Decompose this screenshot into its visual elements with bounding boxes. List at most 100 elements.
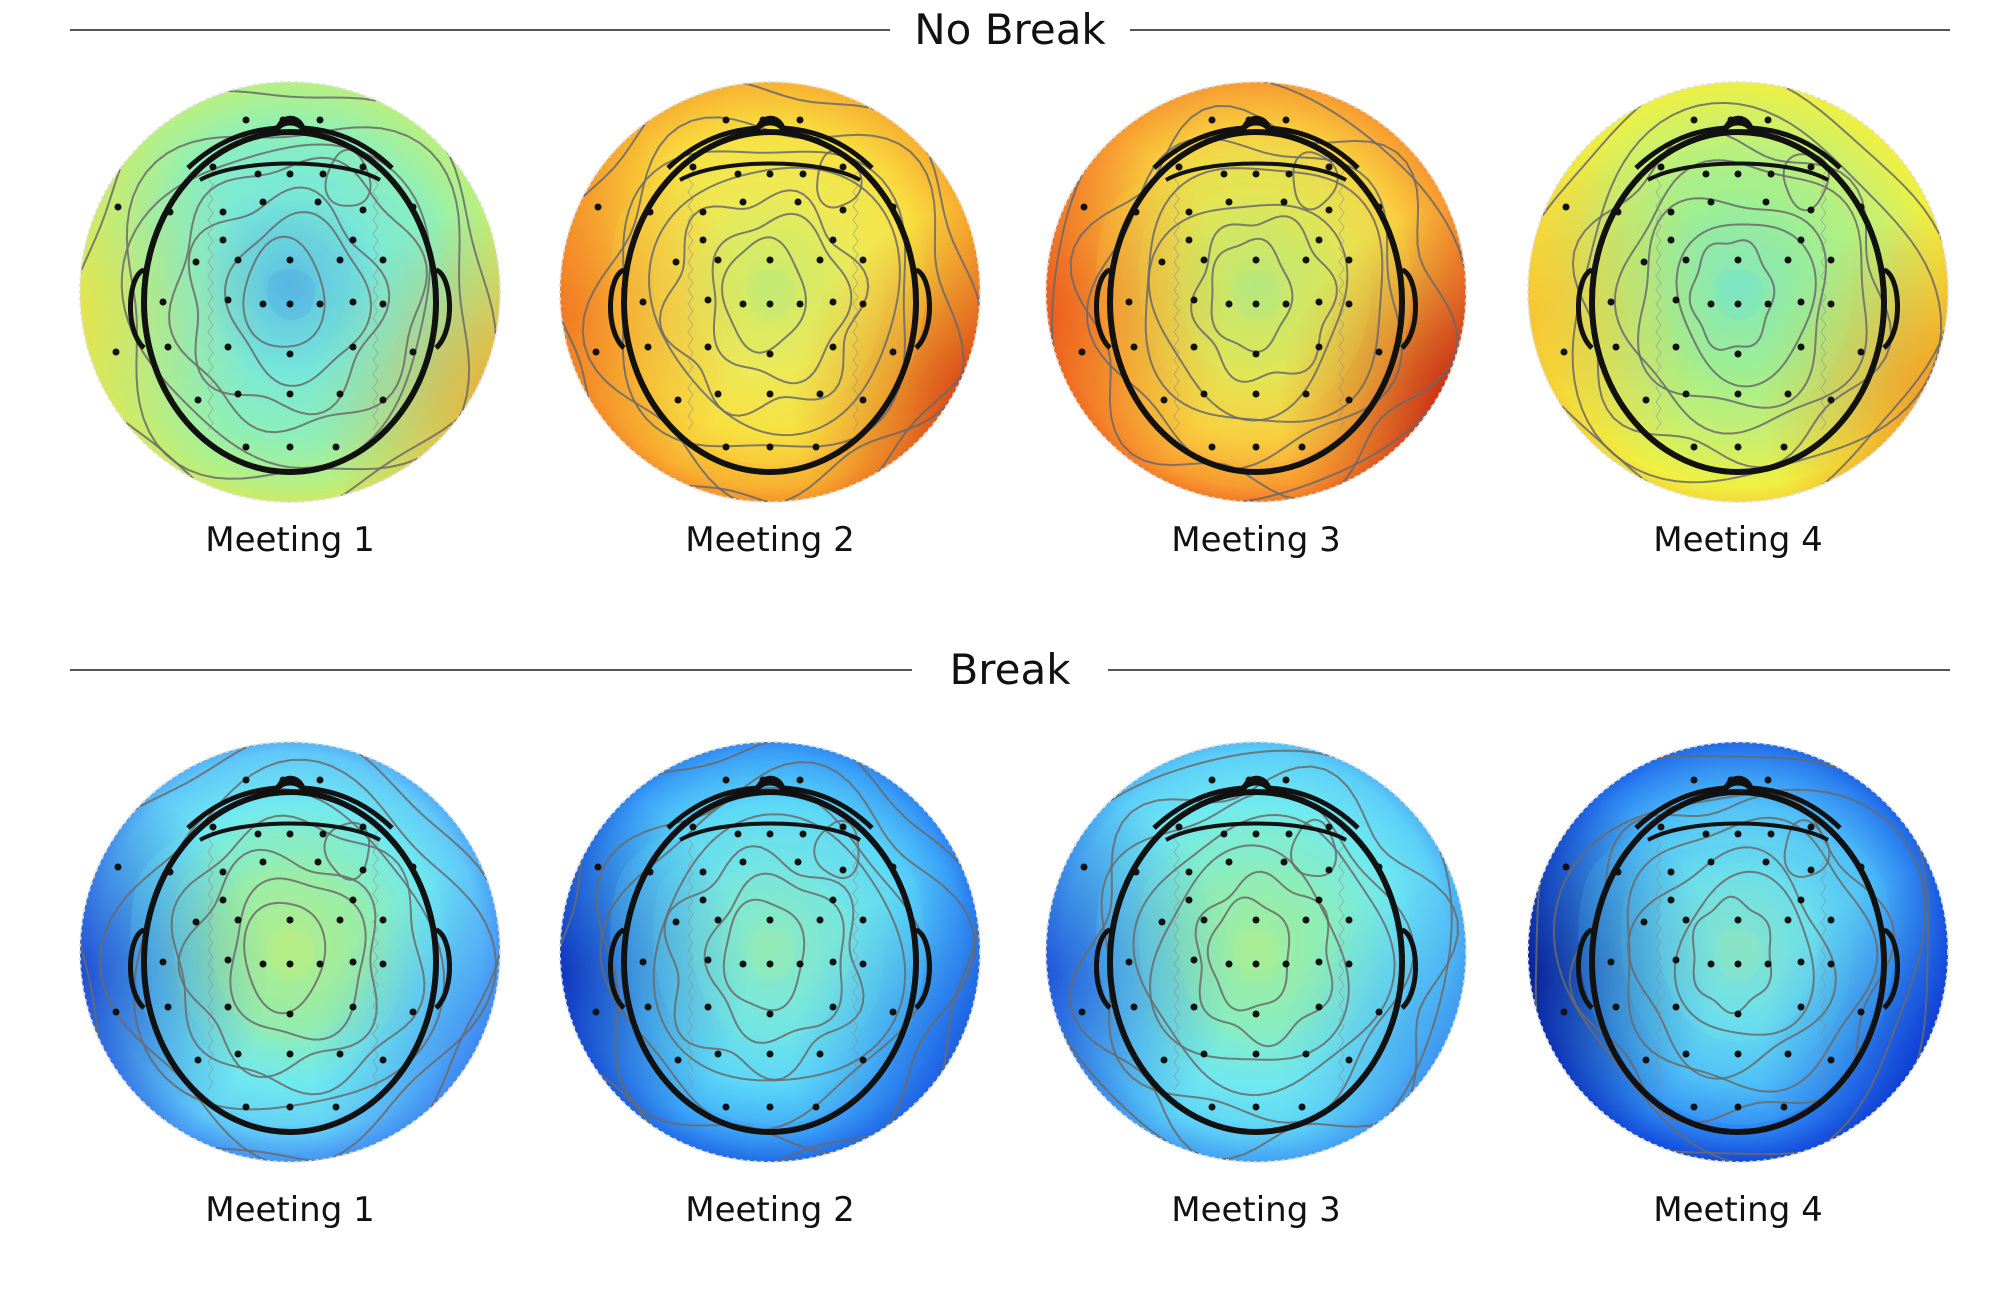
electrode-dot [1562, 863, 1570, 871]
contour-line [813, 819, 860, 880]
electrode-dot [1190, 956, 1198, 964]
electrode-dot [1225, 960, 1233, 968]
electrode-dot [1727, 776, 1735, 784]
electrode-dot [859, 300, 867, 308]
contour-line [1571, 129, 1893, 469]
contour-line [242, 235, 326, 348]
electrode-dot [349, 298, 357, 306]
electrode-dot [704, 956, 712, 964]
electrode-dot [1158, 918, 1166, 926]
topomap-border [1527, 81, 1949, 503]
electrode-dot [1220, 830, 1228, 838]
eeg-topomap-head-icon [559, 81, 981, 503]
contour-line [599, 786, 929, 1132]
electrode-dot [1185, 208, 1193, 216]
electrode-dot [336, 916, 344, 924]
electrode-dot [1315, 1003, 1323, 1011]
electrode-dot [1200, 256, 1208, 264]
electrode-dot [359, 206, 367, 214]
electrode-dot [219, 896, 227, 904]
electrode-dot [336, 1050, 344, 1058]
electrode-dot [1734, 1050, 1742, 1058]
electrode-dot [319, 830, 327, 838]
electrode-dot [1280, 858, 1288, 866]
electrode-dot [889, 348, 897, 356]
electrode-dot [592, 348, 600, 356]
electrode-dot [1667, 868, 1675, 876]
electrode-dot [316, 960, 324, 968]
electrode-dot [1315, 343, 1323, 351]
electrode-dot [259, 198, 267, 206]
electrode-dot [242, 1103, 250, 1111]
electrode-dot [1125, 298, 1133, 306]
electrode-dot [1315, 958, 1323, 966]
electrode-dot [286, 1010, 294, 1018]
electrode-dot [1690, 116, 1698, 124]
topomap-panel: Meeting 1 [70, 740, 510, 1260]
electrode-dot [1080, 203, 1088, 211]
electrode-dot [332, 1103, 340, 1111]
electrode-dot [796, 960, 804, 968]
electrode-dot [234, 1050, 242, 1058]
electrode-dot [286, 390, 294, 398]
electrode-dot [409, 348, 417, 356]
electrode-dot [219, 236, 227, 244]
electrode-dot [1690, 443, 1698, 451]
electrode-dot [1734, 443, 1742, 451]
meeting-label: Meeting 4 [1653, 1190, 1823, 1230]
electrode-dot [1682, 916, 1690, 924]
electrode-dot [674, 1056, 682, 1064]
electrode-dot [1764, 300, 1772, 308]
electrode-dot [1762, 858, 1770, 866]
electrode-dot [1285, 170, 1293, 178]
head-outline [608, 115, 932, 475]
electrode-dot [1078, 348, 1086, 356]
eeg-topomap-head-icon [1045, 741, 1467, 1163]
electrode-dot [644, 343, 652, 351]
electrode-dot [1764, 116, 1772, 124]
electrode-dot [734, 170, 742, 178]
electrode-dot [1160, 396, 1168, 404]
electrode-dot [722, 443, 730, 451]
topomap-border [79, 81, 501, 503]
electrode-dot [1640, 258, 1648, 266]
electrode-dot [1690, 1103, 1698, 1111]
contour-line [243, 901, 327, 1015]
electrode-dot [1672, 343, 1680, 351]
electrode-dot [1734, 390, 1742, 398]
electrode-dot [1282, 300, 1290, 308]
electrode-dot [1190, 296, 1198, 304]
topomap-border [1045, 81, 1467, 503]
electrode-dot [889, 1008, 897, 1016]
electrode-dot [1707, 198, 1715, 206]
electrode-dot [1780, 1103, 1788, 1111]
topomap-panel: Meeting 4 [1518, 740, 1958, 1260]
electrode-dot [1185, 896, 1193, 904]
electrode-dot [286, 916, 294, 924]
electrode-dot [1764, 960, 1772, 968]
electrode-dot [1734, 1010, 1742, 1018]
electrode-dot [699, 208, 707, 216]
electrode-dot [1345, 396, 1353, 404]
electrode-dot [1767, 170, 1775, 178]
electrode-dot [286, 1103, 294, 1111]
electrode-dot [319, 170, 327, 178]
electrode-dot [359, 866, 367, 874]
electrode-dot [1607, 958, 1615, 966]
electrode-dot [1252, 300, 1260, 308]
electrode-dot [192, 258, 200, 266]
electrode-dot [1707, 300, 1715, 308]
electrode-dot [114, 203, 122, 211]
electrode-dot [164, 343, 172, 351]
electrode-dot [1302, 916, 1310, 924]
electrode-dot [224, 956, 232, 964]
meeting-label: Meeting 1 [205, 1190, 375, 1230]
electrode-dot [699, 236, 707, 244]
electrode-dot [316, 116, 324, 124]
electrode-dot [112, 1008, 120, 1016]
electrode-dot [1807, 823, 1815, 831]
contour-line [98, 758, 498, 1162]
contour-line [1691, 895, 1773, 1015]
electrode-dot [1208, 116, 1216, 124]
electrode-dot [1807, 163, 1815, 171]
